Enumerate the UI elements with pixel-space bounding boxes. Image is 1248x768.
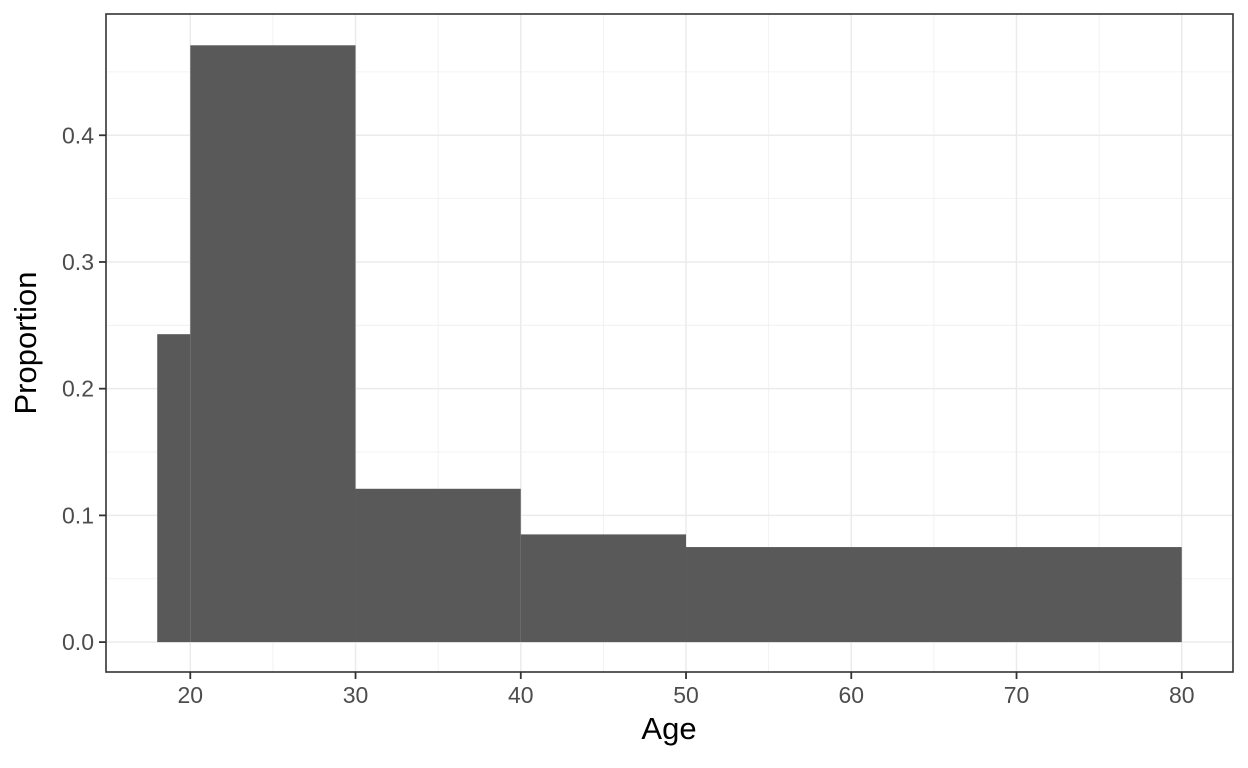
x-tick-label-70: 70 bbox=[1004, 682, 1030, 708]
panel-border bbox=[105, 13, 1234, 673]
x-tick-label-80: 80 bbox=[1169, 682, 1195, 708]
histogram-bars bbox=[157, 45, 1182, 643]
axis-tick-labels: 20 30 40 50 60 70 80 0.0 0.1 0.2 0.3 0.4 bbox=[62, 122, 1195, 708]
y-tick-label-0.3: 0.3 bbox=[62, 249, 94, 275]
y-tick-label-0.1: 0.1 bbox=[62, 502, 94, 528]
histogram-bar-18-20 bbox=[157, 334, 191, 643]
axis-tick-marks bbox=[99, 134, 1183, 679]
histogram-bar-20-30 bbox=[190, 45, 356, 643]
histogram-bar-40-50 bbox=[520, 534, 687, 643]
x-tick-label-60: 60 bbox=[838, 682, 864, 708]
x-tick-label-40: 40 bbox=[508, 682, 534, 708]
y-tick-label-0.0: 0.0 bbox=[62, 629, 94, 655]
histogram-bar-30-40 bbox=[355, 488, 521, 643]
y-tick-label-0.4: 0.4 bbox=[62, 122, 94, 148]
y-axis-title: Proportion bbox=[8, 271, 43, 414]
x-tick-label-30: 30 bbox=[343, 682, 369, 708]
histogram-bar-50-80 bbox=[686, 547, 1182, 643]
x-tick-label-20: 20 bbox=[177, 682, 203, 708]
y-tick-label-0.2: 0.2 bbox=[62, 376, 94, 402]
x-axis-title: Age bbox=[641, 711, 696, 746]
x-tick-label-50: 50 bbox=[673, 682, 699, 708]
